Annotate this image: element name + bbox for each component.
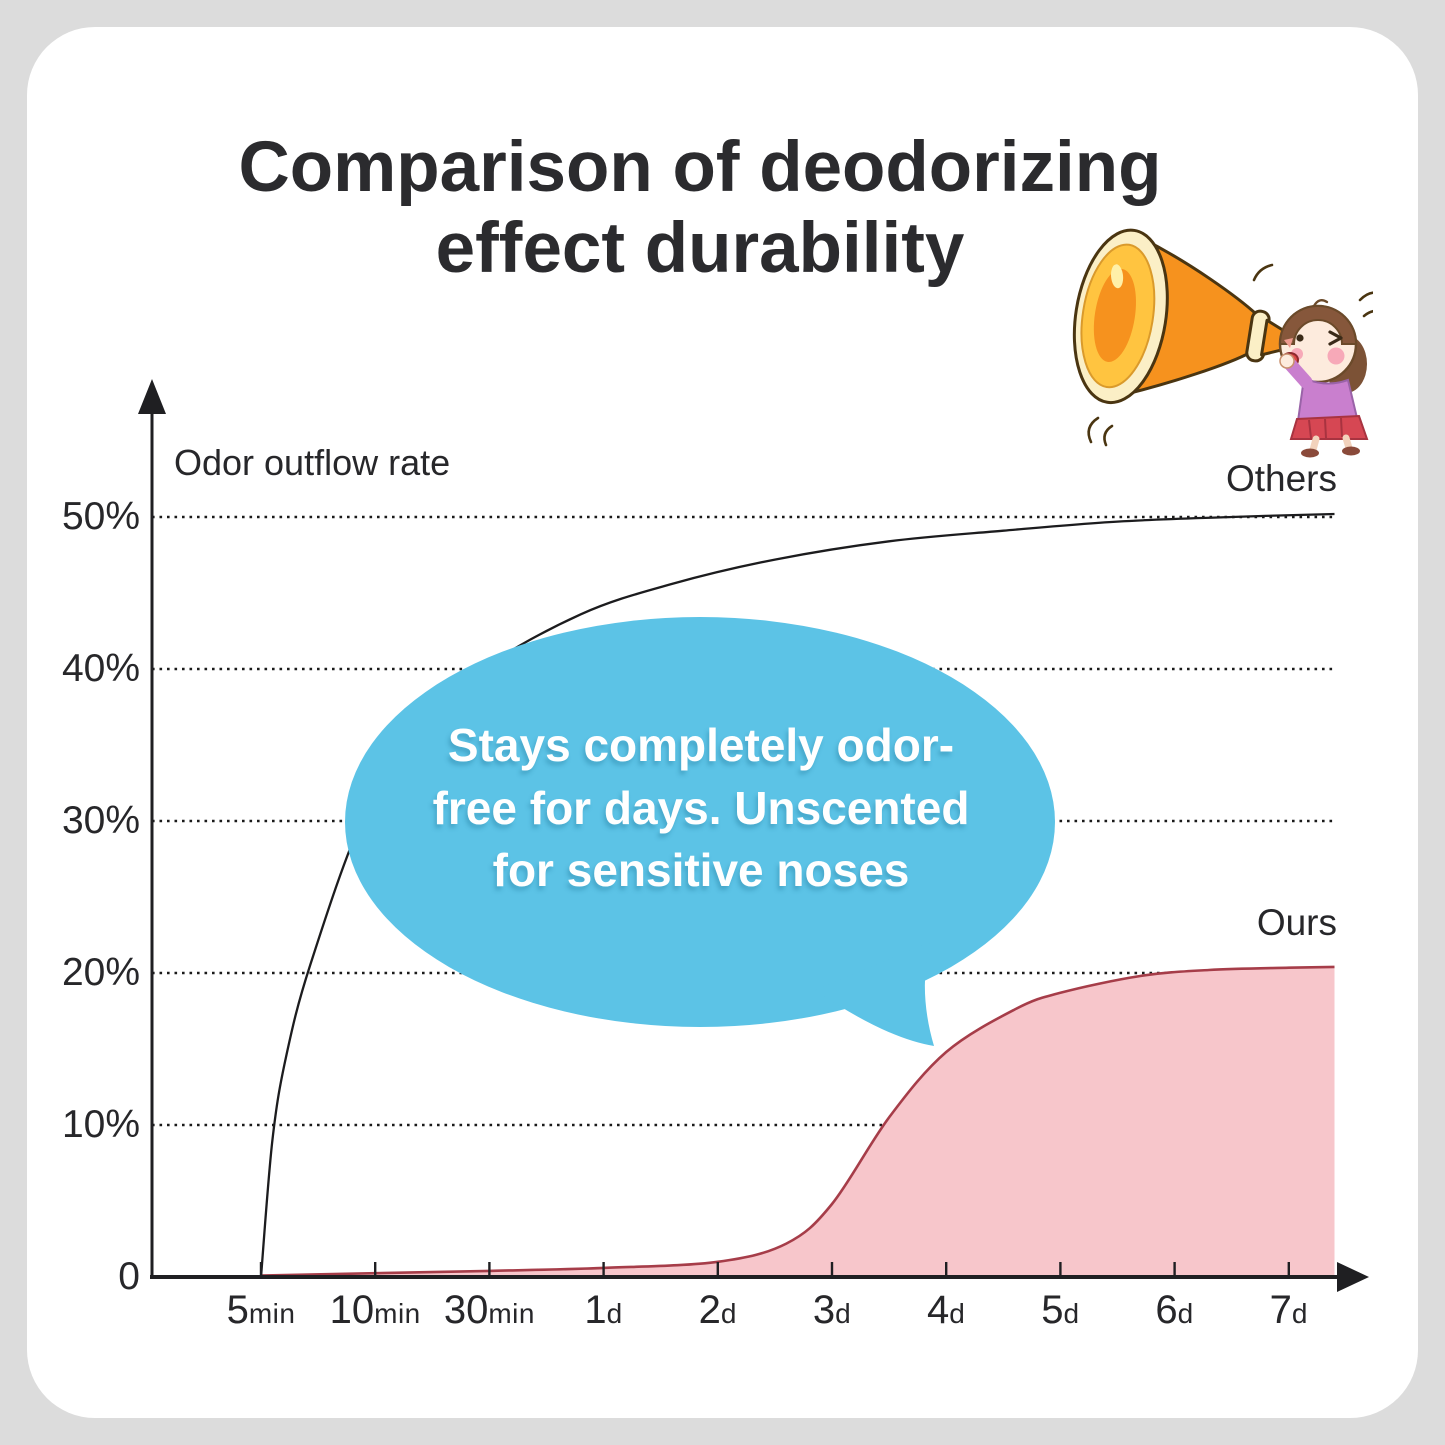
girl-shoe-right [1342,446,1360,456]
series-label-ours: Ours [1256,902,1337,943]
girl-arm [1283,357,1313,389]
x-tick-label-1d: 1d [584,1288,623,1332]
x-tick-label-30min: 30min [443,1288,535,1332]
series-label-others: Others [1225,458,1337,499]
x-tick-label-7d: 7d [1269,1288,1308,1332]
y-axis-title: Odor outflow rate [174,442,451,483]
tick-marks [259,1262,1291,1276]
megaphone-bell-core [1093,268,1136,362]
girl-hair-fringe [1278,305,1358,345]
y-tick-label-40: 40% [61,647,140,690]
ours-area [261,966,1335,1277]
y-tick-label-30: 30% [61,799,140,842]
x-tick-label-5d: 5d [1041,1288,1080,1332]
y-tick-label-20: 20% [61,951,140,994]
speech-bubble-body [345,617,1055,1027]
others-curve [259,512,1335,1278]
girl-legs [1309,434,1353,454]
x-tick-label-5min: 5min [226,1288,296,1332]
girl-eye [1296,334,1304,342]
girl-nose [1284,338,1293,348]
girl-hair-tuft [1312,299,1329,308]
ours-curve [260,965,1335,1277]
y-tick-label-50: 50% [61,495,140,538]
girl-shoe-left [1301,448,1319,458]
y-axis-arrow-icon [138,379,166,414]
y-tick-label-0: 0 [118,1255,140,1298]
x-tick-label-2d: 2d [698,1288,737,1332]
bubble-line-3: for sensitive noses [492,844,910,897]
speech-bubble-text: Stays completely odor- free for days. Un… [345,618,1057,998]
title-line-1: Comparison of deodorizing [238,128,1162,207]
megaphone [1072,228,1288,405]
girl-skirt-pleats [1308,417,1343,439]
speech-bubble [345,617,1055,1046]
megaphone-girl-illustration [1072,228,1373,458]
speech-bubble-tail [815,942,934,1046]
x-tick-label-4d: 4d [927,1288,966,1332]
girl-wink-eye-icon [1328,330,1343,346]
title-line-2: effect durability [435,208,965,288]
girl [1278,299,1369,458]
x-tick-label-3d: 3d [812,1288,852,1332]
megaphone-highlight [1110,264,1124,289]
girl-hand [1279,353,1295,369]
page-title: Comparison of deodorizing effect durabil… [60,128,1340,290]
x-tick-label-10min: 10min [329,1288,421,1332]
girl-blush-right [1327,347,1345,365]
y-tick-label-10: 10% [61,1103,140,1146]
motion-lines [1087,263,1373,447]
bubble-line-1: Stays completely odor- [447,719,955,772]
x-tick-label-6d: 6d [1155,1288,1194,1332]
x-axis-arrow-icon [1337,1262,1369,1292]
girl-skirt [1289,414,1369,440]
bubble-line-2: free for days. Unscented [432,781,970,834]
